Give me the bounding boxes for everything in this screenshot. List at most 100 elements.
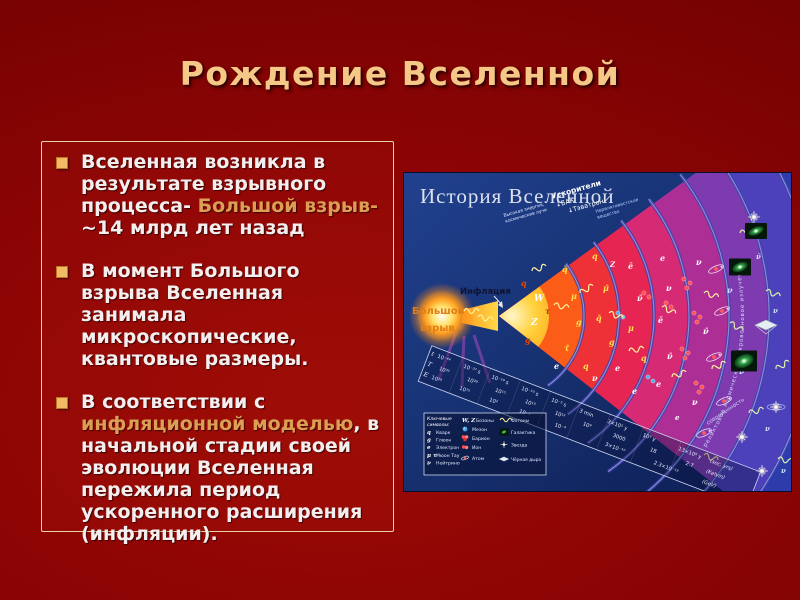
ruler-divider	[476, 368, 491, 404]
inflation-label: Инфляция	[460, 287, 511, 297]
particle-letter: ē	[628, 261, 633, 271]
photon-icon	[703, 290, 720, 298]
bullet-text: В соответствии с инфляционной моделью, в…	[81, 391, 381, 545]
particle-letter: μ	[571, 291, 577, 301]
legend-baryon-icon	[461, 435, 469, 442]
atom-icon	[714, 306, 730, 316]
photon-icon	[775, 359, 790, 370]
photon-icon	[711, 360, 726, 370]
bullet-highlight: инфляционной моделью	[81, 413, 354, 435]
legend-symbol: g	[427, 438, 431, 444]
legend-label: Электрон	[436, 445, 459, 451]
inflation-arrowhead	[498, 301, 503, 308]
particle-dot	[699, 384, 705, 390]
legend-star-icon	[500, 441, 508, 448]
ruler-tick: 10³²	[438, 366, 450, 375]
particle-letter: e	[632, 386, 637, 396]
bullet-segment: Вселенная возникла в результате взрывног…	[81, 151, 327, 217]
legend-photon-icon	[499, 417, 513, 423]
particle-letter: ν	[666, 283, 672, 293]
star-icon	[748, 211, 760, 223]
slide-title: Рождение Вселенной	[179, 54, 621, 93]
galaxy-icon	[745, 223, 767, 239]
ruler-row-label: t	[430, 350, 435, 358]
bullet-item: В момент Большого взрыва Вселенная заним…	[56, 260, 381, 370]
photon-icon	[748, 406, 764, 415]
ruler-row-label: E	[421, 371, 429, 380]
galaxy-icon	[729, 258, 751, 276]
legend-header: Ключевые	[427, 416, 452, 422]
legend-label: Ион	[472, 445, 481, 451]
infographic-title: История Вселенной	[420, 184, 614, 208]
particle-dot	[668, 304, 674, 310]
ruler-tick: 10⁻⁵ s	[550, 397, 567, 408]
content-box: Вселенная возникла в результате взрывног…	[41, 141, 394, 545]
ruler-row-label: T	[426, 361, 433, 369]
particle-letter: q	[592, 251, 598, 261]
bullet-square-icon	[56, 397, 68, 409]
photon-icon	[628, 345, 645, 353]
particle-letter: Z	[530, 318, 538, 328]
ruler-tick: 10¹⁵	[458, 386, 470, 395]
atom-icon	[696, 428, 712, 438]
ruler-divider	[629, 427, 645, 463]
galaxy-icon	[731, 350, 757, 372]
particle-letter: q	[641, 353, 647, 363]
photon-icon	[477, 314, 494, 322]
ruler-tick: 10⁹ y	[642, 433, 657, 443]
ruler-tick: 10⁹	[582, 421, 592, 430]
particle-letter: q	[521, 278, 527, 288]
particle-letter: ν	[765, 424, 770, 433]
particle-letter: ν	[696, 257, 702, 267]
photon-icon	[531, 263, 547, 272]
particle-dot	[646, 294, 652, 300]
bullet-text: Вселенная возникла в результате взрывног…	[81, 151, 381, 239]
particle-letter: τ	[545, 306, 551, 316]
particle-dot	[687, 280, 693, 286]
particle-dot	[641, 290, 647, 296]
ruler-divider	[566, 402, 581, 439]
particle-dot	[696, 389, 702, 395]
star-icon	[736, 431, 748, 443]
bullet-segment: ~14 млрд лет назад	[81, 217, 305, 239]
photon-icon	[777, 456, 791, 464]
ruler-tick: 10¹³	[524, 399, 536, 408]
ruler-divider	[448, 357, 463, 394]
photon-icon	[661, 305, 677, 314]
ruler-tick: 10¹²	[554, 411, 566, 420]
particle-dot	[681, 276, 687, 282]
particle-dot	[684, 285, 690, 291]
particle-letter: τ̄	[564, 343, 570, 353]
ruler-tick: 10¹⁹	[430, 375, 442, 384]
legend-atom-icon	[461, 455, 469, 461]
particle-letter: g	[609, 337, 615, 347]
photon-icon	[765, 288, 781, 297]
legend-label: Мюон Тау	[436, 453, 460, 459]
bullet-item: В соответствии с инфляционной моделью, в…	[56, 391, 381, 545]
particle-letter: ν	[773, 306, 778, 315]
legend-meson-icon	[462, 426, 468, 432]
legend-label: Атом	[472, 456, 485, 462]
bullet-segment: В соответствии с	[81, 391, 266, 413]
legend-galaxy-icon	[499, 428, 509, 436]
ruler-tick: 10⁻⁴	[554, 422, 567, 432]
atom-icon	[716, 396, 732, 406]
legend-label: Кварк	[436, 430, 451, 436]
particle-letter: ν̄	[637, 293, 643, 303]
ruler-divider	[667, 441, 682, 478]
big-bang-ball	[417, 291, 467, 341]
particle-dot	[650, 378, 656, 384]
photon-icon	[553, 302, 570, 310]
big-bang-label: взрыв	[420, 323, 455, 334]
photon-icon	[729, 321, 744, 331]
particle-letter: ν	[781, 466, 786, 475]
bullet-square-icon	[56, 266, 68, 278]
bullet-text: В момент Большого взрыва Вселенная заним…	[81, 260, 381, 370]
particle-letter: e	[554, 361, 559, 371]
bullet-highlight: Большой взрыв-	[197, 195, 378, 217]
big-bang-label: Большой	[412, 306, 465, 317]
ruler-tick: 10⁻⁴⁴	[436, 354, 451, 364]
ruler-tick: 3000	[612, 433, 626, 443]
epoch-boundary-arcs	[546, 173, 791, 491]
